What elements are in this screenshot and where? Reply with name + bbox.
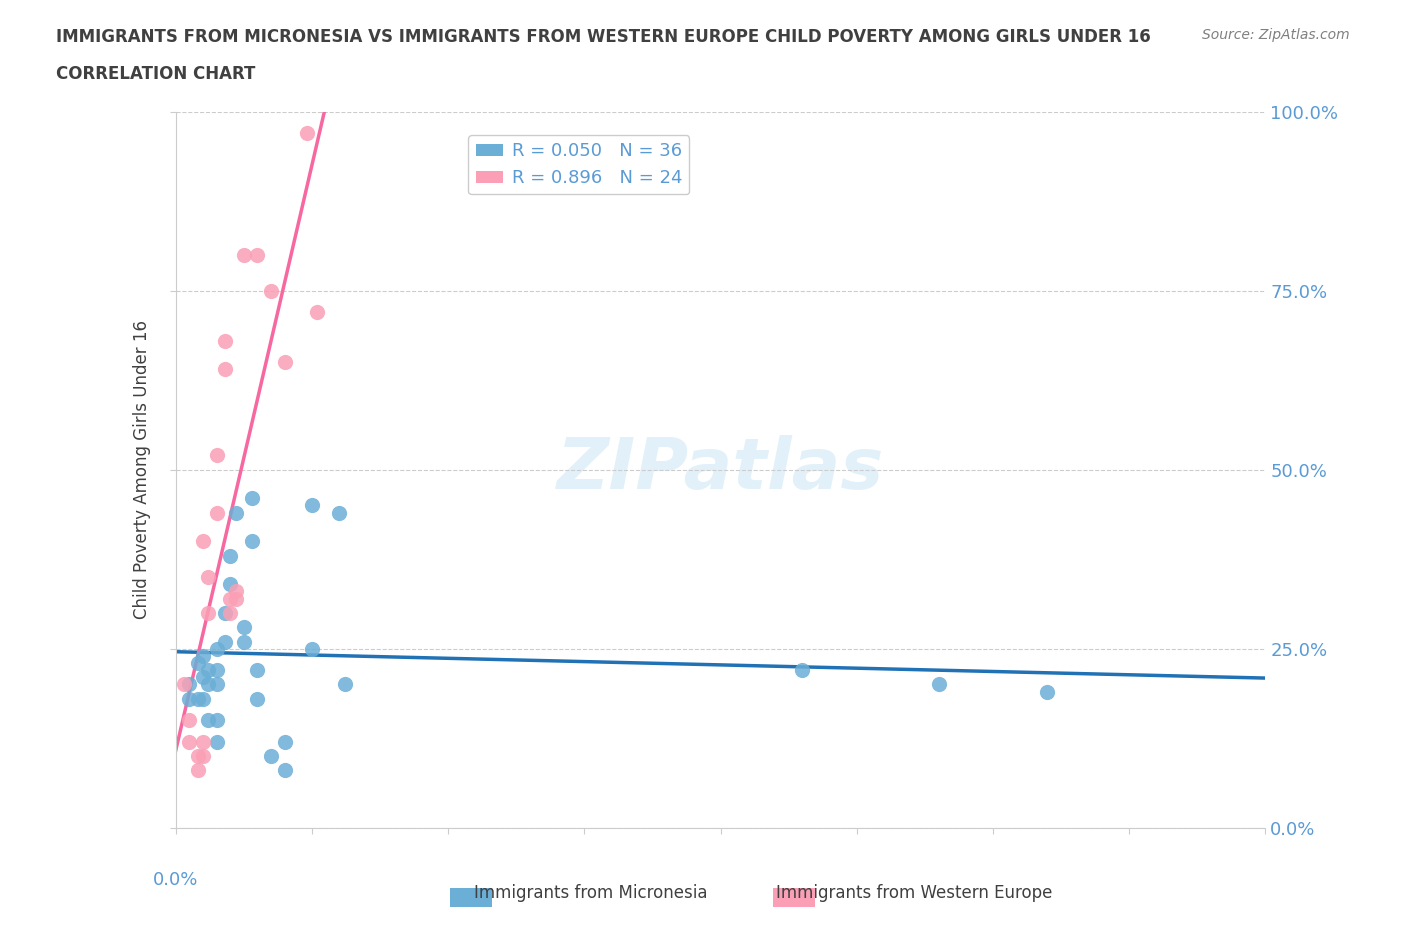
Point <box>205 677 228 692</box>
Point <box>246 691 269 706</box>
Point <box>928 677 950 692</box>
Point <box>214 362 236 377</box>
Point <box>191 648 214 663</box>
Point <box>260 284 283 299</box>
Text: Source: ZipAtlas.com: Source: ZipAtlas.com <box>1202 28 1350 42</box>
Point <box>191 691 214 706</box>
Point <box>191 670 214 684</box>
Point <box>191 735 214 750</box>
Text: IMMIGRANTS FROM MICRONESIA VS IMMIGRANTS FROM WESTERN EUROPE CHILD POVERTY AMONG: IMMIGRANTS FROM MICRONESIA VS IMMIGRANTS… <box>56 28 1152 46</box>
Point <box>792 663 814 678</box>
Point <box>191 534 214 549</box>
Point <box>173 677 195 692</box>
Point <box>333 677 356 692</box>
Text: 0.0%: 0.0% <box>153 870 198 889</box>
Point <box>1036 684 1059 699</box>
Point <box>240 534 263 549</box>
Point <box>205 735 228 750</box>
Point <box>197 605 219 620</box>
Point <box>186 656 209 671</box>
Text: Immigrants from Micronesia: Immigrants from Micronesia <box>474 884 707 902</box>
Point <box>205 663 228 678</box>
Point <box>232 619 254 634</box>
Point <box>225 591 247 606</box>
Point <box>232 634 254 649</box>
Text: CORRELATION CHART: CORRELATION CHART <box>56 65 256 83</box>
Point <box>274 355 297 370</box>
Text: ZIPatlas: ZIPatlas <box>557 435 884 504</box>
Point <box>186 691 209 706</box>
Point <box>260 749 283 764</box>
Point <box>205 642 228 657</box>
Point <box>295 126 318 140</box>
Text: Immigrants from Western Europe: Immigrants from Western Europe <box>776 884 1052 902</box>
Point <box>219 577 242 591</box>
Point <box>179 691 201 706</box>
Legend: R = 0.050   N = 36, R = 0.896   N = 24: R = 0.050 N = 36, R = 0.896 N = 24 <box>468 135 689 194</box>
Point <box>301 498 323 513</box>
Point <box>232 247 254 262</box>
Point <box>205 712 228 727</box>
Point <box>197 677 219 692</box>
Point <box>214 605 236 620</box>
Point <box>219 548 242 563</box>
Point <box>328 505 350 520</box>
Point <box>205 505 228 520</box>
Point <box>214 333 236 348</box>
Point <box>307 305 329 320</box>
Point <box>186 763 209 777</box>
Point <box>240 491 263 506</box>
Point <box>246 663 269 678</box>
Point <box>179 712 201 727</box>
Point <box>197 712 219 727</box>
Point <box>186 749 209 764</box>
Y-axis label: Child Poverty Among Girls Under 16: Child Poverty Among Girls Under 16 <box>134 320 152 619</box>
Point <box>197 569 219 585</box>
Point <box>274 735 297 750</box>
Point <box>179 677 201 692</box>
Point <box>274 763 297 777</box>
Point <box>225 505 247 520</box>
Point <box>214 634 236 649</box>
Point <box>205 448 228 463</box>
Point <box>301 642 323 657</box>
Point <box>179 735 201 750</box>
Point <box>246 247 269 262</box>
Point <box>219 591 242 606</box>
Point <box>191 749 214 764</box>
Point <box>197 663 219 678</box>
Point <box>219 605 242 620</box>
Point <box>225 584 247 599</box>
